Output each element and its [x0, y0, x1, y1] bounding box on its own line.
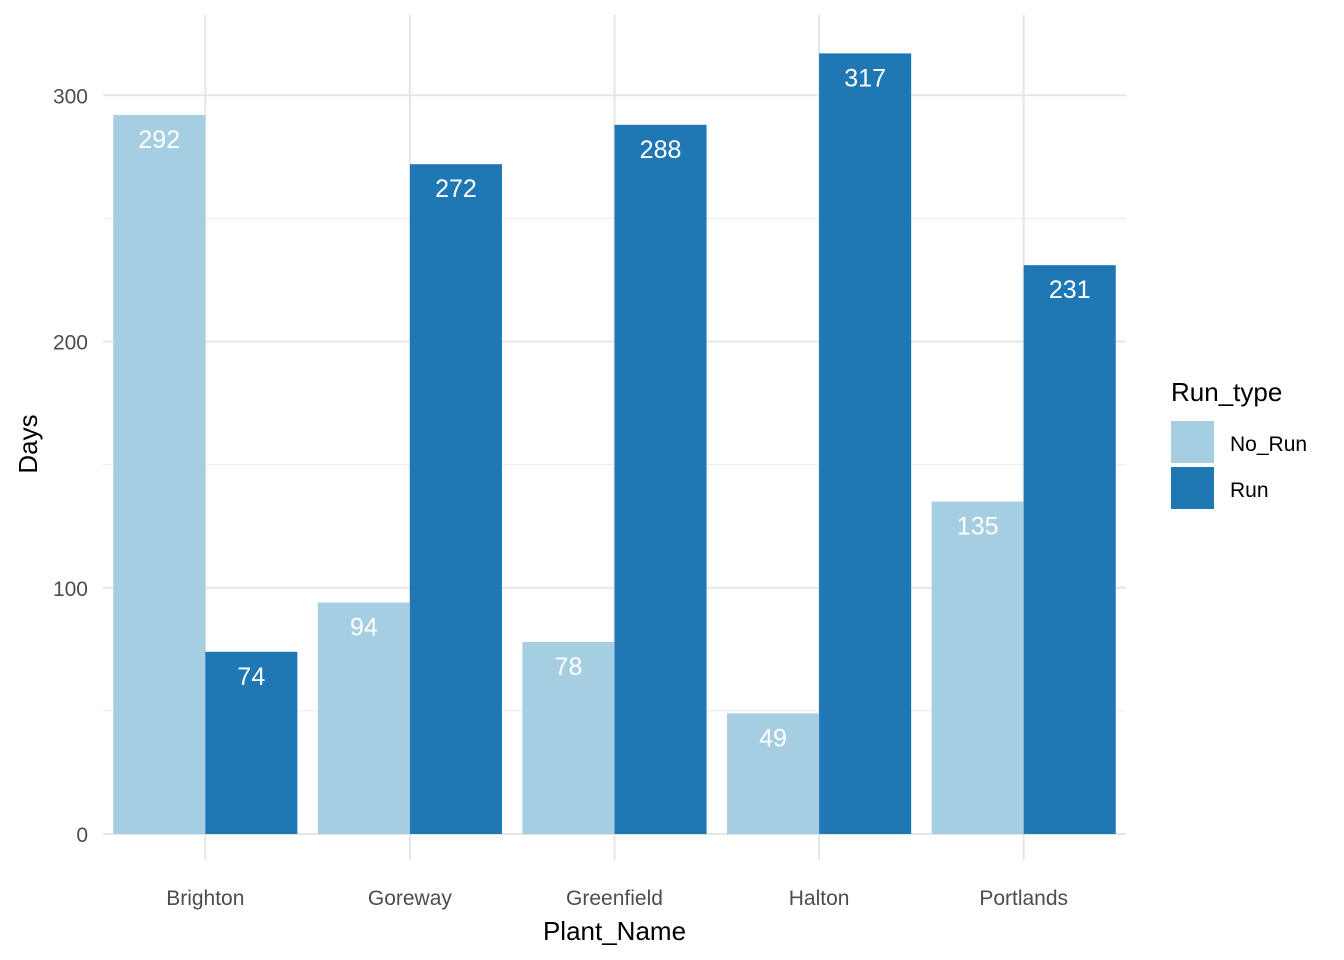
bar-goreway-no-run — [317, 602, 410, 834]
bar-portlands-run — [1023, 265, 1116, 835]
y-tick-label: 100 — [53, 578, 88, 601]
y-tick-label: 300 — [53, 85, 88, 108]
bar-goreway-run — [409, 164, 502, 834]
y-tick-label: 200 — [53, 332, 88, 355]
x-tick-label: Brighton — [166, 887, 244, 910]
bar-halton-no-run — [727, 713, 820, 834]
x-tick-label: Halton — [789, 887, 850, 910]
bar-greenfield-no-run — [522, 641, 615, 834]
data-label: 78 — [555, 653, 583, 681]
data-label: 94 — [350, 614, 378, 642]
data-labels: 292 74 94 272 78 288 49 317 135 231 — [138, 64, 1090, 752]
data-label: 288 — [640, 136, 682, 164]
data-label: 135 — [957, 513, 999, 541]
legend: Run_type No_Run Run — [1171, 377, 1307, 509]
bar-halton-run — [819, 53, 912, 834]
y-axis-ticks: 0 100 200 300 — [53, 85, 88, 847]
x-axis-title: Plant_Name — [543, 916, 686, 946]
legend-label: Run — [1230, 479, 1269, 502]
data-label: 272 — [435, 175, 477, 203]
data-label: 74 — [237, 663, 265, 691]
legend-label: No_Run — [1230, 433, 1307, 456]
legend-key-no-run — [1171, 421, 1214, 463]
data-label: 317 — [844, 64, 886, 92]
x-axis-ticks: Brighton Goreway Greenfield Halton Portlands — [166, 887, 1068, 910]
x-tick-label: Greenfield — [566, 887, 663, 910]
bar-brighton-run — [205, 651, 298, 834]
legend-items: No_Run Run — [1171, 421, 1307, 509]
x-tick-label: Portlands — [979, 887, 1068, 910]
legend-key-run — [1171, 467, 1214, 509]
data-label: 49 — [759, 724, 787, 752]
bar-brighton-no-run — [113, 114, 206, 834]
y-axis-title: Days — [13, 414, 43, 473]
legend-title: Run_type — [1171, 377, 1282, 407]
data-label: 292 — [138, 126, 180, 154]
x-tick-label: Goreway — [368, 887, 453, 910]
bar-portlands-no-run — [931, 501, 1024, 834]
bar-greenfield-run — [614, 124, 707, 835]
bars — [113, 53, 1116, 835]
data-label: 231 — [1049, 276, 1091, 304]
y-tick-label: 0 — [76, 824, 88, 847]
